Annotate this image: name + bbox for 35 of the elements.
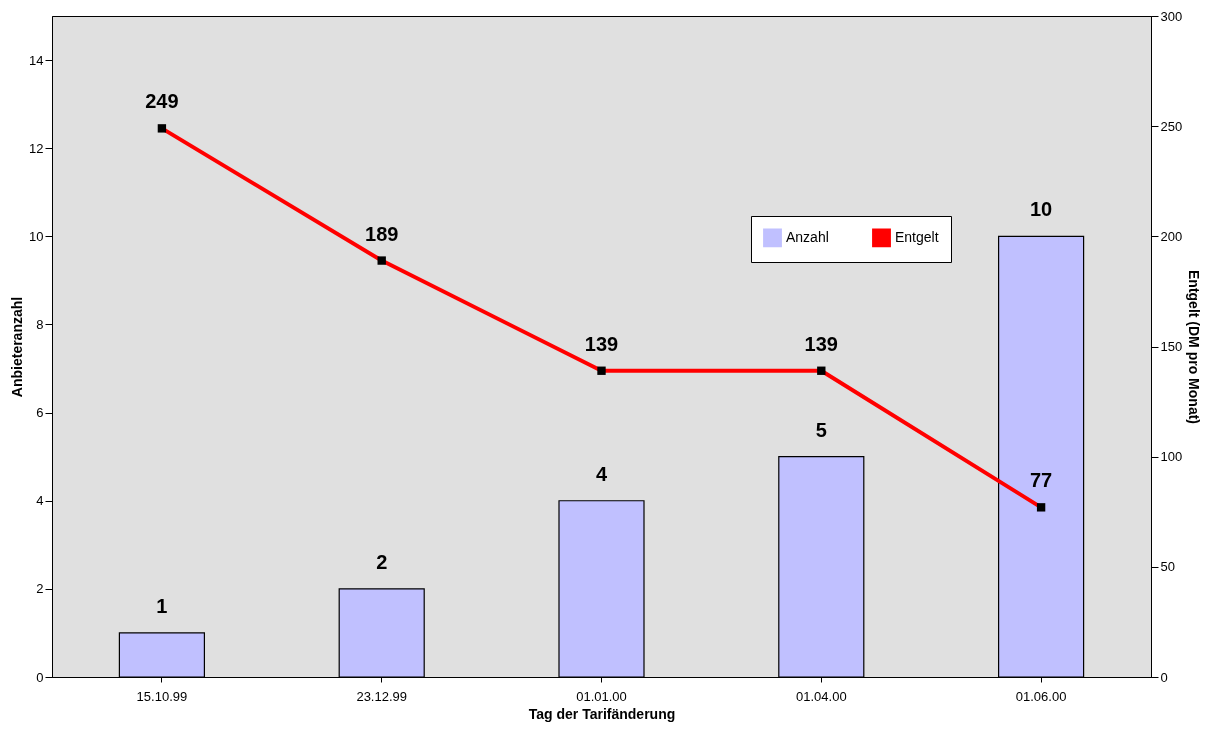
y-tick-label: 14	[29, 52, 44, 68]
data-label: 189	[365, 222, 399, 245]
data-label: 139	[804, 332, 838, 355]
x-tick-label: 01.04.00	[796, 688, 847, 704]
legend-label: Entgelt	[895, 228, 939, 245]
y-tick-label: 8	[36, 316, 44, 332]
y2-tick-label: 0	[1160, 669, 1168, 685]
data-label: 2	[376, 550, 388, 573]
y-tick-label: 12	[29, 140, 44, 156]
data-label: 5	[815, 418, 827, 441]
x-axis-title: Tag der Tarifänderung	[528, 705, 676, 722]
y2-tick-label: 300	[1160, 8, 1183, 24]
y-tick-label: 10	[29, 228, 44, 244]
data-label: 10	[1029, 198, 1053, 221]
x-tick-label: 01.06.00	[1015, 688, 1067, 704]
x-tick-label: 15.10.99	[136, 688, 188, 704]
y2-axis-title: Entgelt (DM pro Monat)	[1186, 270, 1203, 424]
data-label: 139	[584, 332, 619, 355]
y-axis-title: Anbieteranzahl	[9, 296, 26, 398]
data-label: 1	[156, 594, 168, 617]
y-tick-label: 6	[36, 405, 44, 421]
y-tick-label: 0	[36, 669, 44, 685]
data-label: 249	[145, 90, 179, 113]
y2-tick-label: 150	[1160, 339, 1183, 354]
y2-tick-label: 100	[1160, 449, 1183, 465]
y-tick-label: 2	[36, 581, 44, 597]
y2-tick-label: 50	[1160, 559, 1175, 575]
y2-tick-label: 200	[1160, 228, 1183, 244]
legend-label: Anzahl	[786, 228, 829, 245]
data-label: 77	[1029, 469, 1053, 492]
x-tick-label: 23.12.99	[356, 688, 407, 704]
y-tick-label: 4	[36, 493, 44, 509]
x-tick-label: 01.01.00	[576, 688, 627, 704]
y2-tick-label: 250	[1160, 118, 1183, 134]
data-label: 4	[595, 462, 608, 485]
